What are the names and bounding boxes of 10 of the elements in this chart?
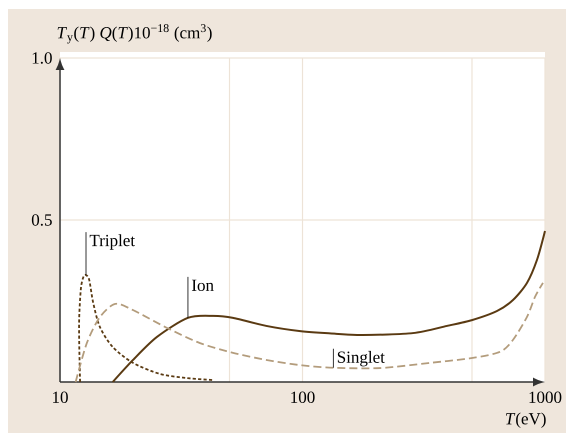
series-label: Ion xyxy=(192,280,214,292)
x-tick-label: 10 xyxy=(53,392,68,403)
x-tick-label: 100 xyxy=(291,392,315,403)
text: T$_{y}$(T) Q(T)10$^{−18}$ (cm$^{3}$) xyxy=(58,24,212,44)
series-label: Triplet xyxy=(90,234,135,250)
x-tick-label: 1000 xyxy=(529,392,562,403)
y-tick-label: 1.0 xyxy=(32,52,52,64)
y-tick-label: 0.5 xyxy=(32,214,52,226)
x-axis-title: T(eV) xyxy=(506,412,546,428)
series-label: Singlet xyxy=(338,350,385,366)
